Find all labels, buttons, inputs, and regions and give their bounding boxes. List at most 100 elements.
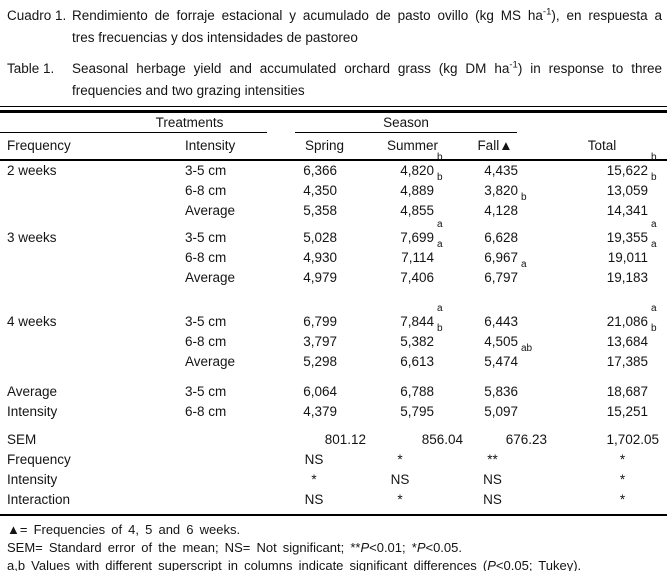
table-row: 4 weeks 3-5 cm 6,799 7,844 a 6,443 21,086… — [0, 302, 667, 332]
table-row: Average 5,358 4,855 4,128 b 14,341 — [0, 192, 667, 221]
spring-cell: 4,350 — [303, 182, 337, 198]
intensity-cell — [183, 450, 267, 470]
intensity-cell: Average — [185, 202, 236, 218]
fall-cell: 6,628 — [484, 229, 518, 245]
frequency-cell — [0, 248, 183, 268]
table-row: Frequency NS * ** * — [0, 450, 667, 470]
summer-cell: 6,613 — [400, 353, 434, 369]
fall-cell: 5,474 ab — [484, 342, 533, 369]
table-row: Intensity * NS NS * — [0, 470, 667, 490]
spring-cell: 6,799 — [303, 313, 337, 329]
fall-cell: 6,797 a — [484, 258, 527, 285]
table-row: Average 3-5 cm 6,064 6,788 5,836 18,687 — [0, 382, 667, 402]
summer-cell: NS — [390, 471, 410, 487]
frequency-cell — [0, 268, 183, 288]
total-cell: 19,011 a — [607, 238, 657, 265]
intensity-cell: 3-5 cm — [185, 162, 227, 178]
spring-cell: 5,028 — [303, 229, 337, 245]
spring-cell: 5,358 — [303, 202, 337, 218]
total-cell: 18,687 — [606, 383, 648, 399]
table-row: 6-8 cm 4,930 7,114 a 6,967 19,011 a — [0, 238, 667, 268]
treatments-span-header: Treatments — [0, 113, 267, 133]
footnote-sem: SEM= Standard error of the mean; NS= Not… — [7, 539, 462, 555]
spring-cell: 3,797 — [303, 333, 337, 349]
fall-cell: 6,967 — [484, 249, 518, 265]
spring-cell: * — [311, 471, 317, 487]
summer-cell: 4,889 b — [400, 171, 443, 198]
frequency-cell: Interaction — [7, 491, 71, 507]
frequency-cell: Average — [7, 383, 58, 399]
frequency-cell: Intensity — [7, 403, 58, 419]
frequency-cell — [0, 201, 183, 221]
footnotes: ▲= Frequencies of 4, 5 and 6 weeks. SEM=… — [0, 521, 667, 571]
footnote-superscripts: a,b Values with different superscript in… — [7, 557, 582, 571]
intensity-cell: 6-8 cm — [185, 333, 227, 349]
cell-superscript: b — [651, 151, 657, 163]
bottom-rule — [0, 513, 667, 516]
caption-spanish: Cuadro 1. Rendimiento de forraje estacio… — [0, 5, 667, 49]
top-rule-thin — [0, 106, 667, 107]
frequency-cell: Intensity — [7, 471, 58, 487]
table-row: 3 weeks 3-5 cm 5,028 7,699 a 6,628 19,355… — [0, 219, 667, 248]
intensity-cell: 6-8 cm — [185, 403, 227, 419]
caption-english-line1: Seasonal herbage yield and accumulated o… — [72, 59, 662, 76]
frequency-cell: Frequency — [7, 451, 71, 467]
table-row: SEM 801.12 856.04 676.23 1,702.05 — [0, 430, 667, 450]
fall-cell: NS — [483, 491, 502, 507]
total-cell: 17,385 — [606, 353, 648, 369]
intensity-cell: 3-5 cm — [185, 229, 227, 245]
table-row: Interaction NS * NS * — [0, 490, 667, 510]
season-span-header: Season — [295, 113, 517, 133]
cell-superscript: b — [437, 151, 443, 163]
summer-cell: 856.04 — [421, 431, 463, 447]
intensity-cell: Average — [185, 269, 236, 285]
span-header-row: Treatments Season — [0, 113, 667, 133]
spring-cell: NS — [304, 451, 324, 467]
spring-cell: 4,379 — [303, 403, 337, 419]
fall-cell: 3,820 — [484, 182, 518, 198]
frequency-cell — [0, 352, 183, 372]
cell-value: 4,435 — [484, 162, 518, 178]
intensity-cell: 6-8 cm — [185, 249, 227, 265]
fall-cell: 4,505 — [484, 333, 518, 349]
total-cell: * — [619, 451, 626, 467]
frequency-cell: SEM — [7, 431, 37, 447]
total-cell: 14,341 — [606, 202, 648, 218]
frequency-cell: 2 weeks — [7, 162, 57, 178]
intensity-cell: 3-5 cm — [185, 383, 227, 399]
fall-column-header: Fall▲ — [477, 137, 513, 153]
frequency-cell: 3 weeks — [7, 229, 57, 245]
summer-cell: 7,114 a — [401, 238, 443, 265]
total-cell: 15,622 b — [537, 151, 667, 181]
summer-cell: 4,855 — [400, 202, 434, 218]
total-cell: 1,702.05 — [606, 431, 659, 447]
total-cell: 13,059 b — [606, 171, 657, 198]
summer-column-header: Summer — [386, 137, 438, 153]
footnote-triangle: ▲= Frequencies of 4, 5 and 6 weeks. — [7, 521, 241, 537]
spring-cell: 4,930 — [303, 249, 337, 265]
cell-value: 15,622 — [606, 162, 648, 178]
total-cell: 21,086 a — [606, 302, 657, 329]
caption-english-label: Table 1. — [7, 61, 55, 76]
frequency-cell — [0, 181, 183, 201]
intensity-cell: 3-5 cm — [185, 313, 227, 329]
caption-english: Table 1. Seasonal herbage yield and accu… — [0, 58, 667, 102]
table-row: 6-8 cm 3,797 5,382 b 4,505 13,684 b — [0, 322, 667, 352]
spring-cell: NS — [304, 491, 324, 507]
cell-value: 4,820 — [400, 162, 434, 178]
spring-column-header: Spring — [304, 137, 345, 153]
table-row: Average 4,979 7,406 6,797 a 19,183 — [0, 258, 667, 288]
cell-superscript — [518, 158, 537, 178]
cell-superscript — [337, 158, 356, 178]
summer-cell: 5,795 — [400, 403, 434, 419]
summer-cell: 5,382 b — [400, 322, 443, 349]
fall-cell: 676.23 — [505, 431, 547, 447]
fall-cell: 5,097 — [484, 403, 518, 419]
table-row: Intensity 6-8 cm 4,379 5,795 5,097 15,25… — [0, 402, 667, 422]
fall-cell: 5,836 — [484, 383, 518, 399]
spring-cell: 6,366 — [267, 161, 356, 181]
table-row: Average 5,298 6,613 5,474 ab 17,385 — [0, 342, 667, 372]
intensity-cell — [183, 430, 267, 450]
intensity-cell: 6-8 cm — [185, 182, 227, 198]
